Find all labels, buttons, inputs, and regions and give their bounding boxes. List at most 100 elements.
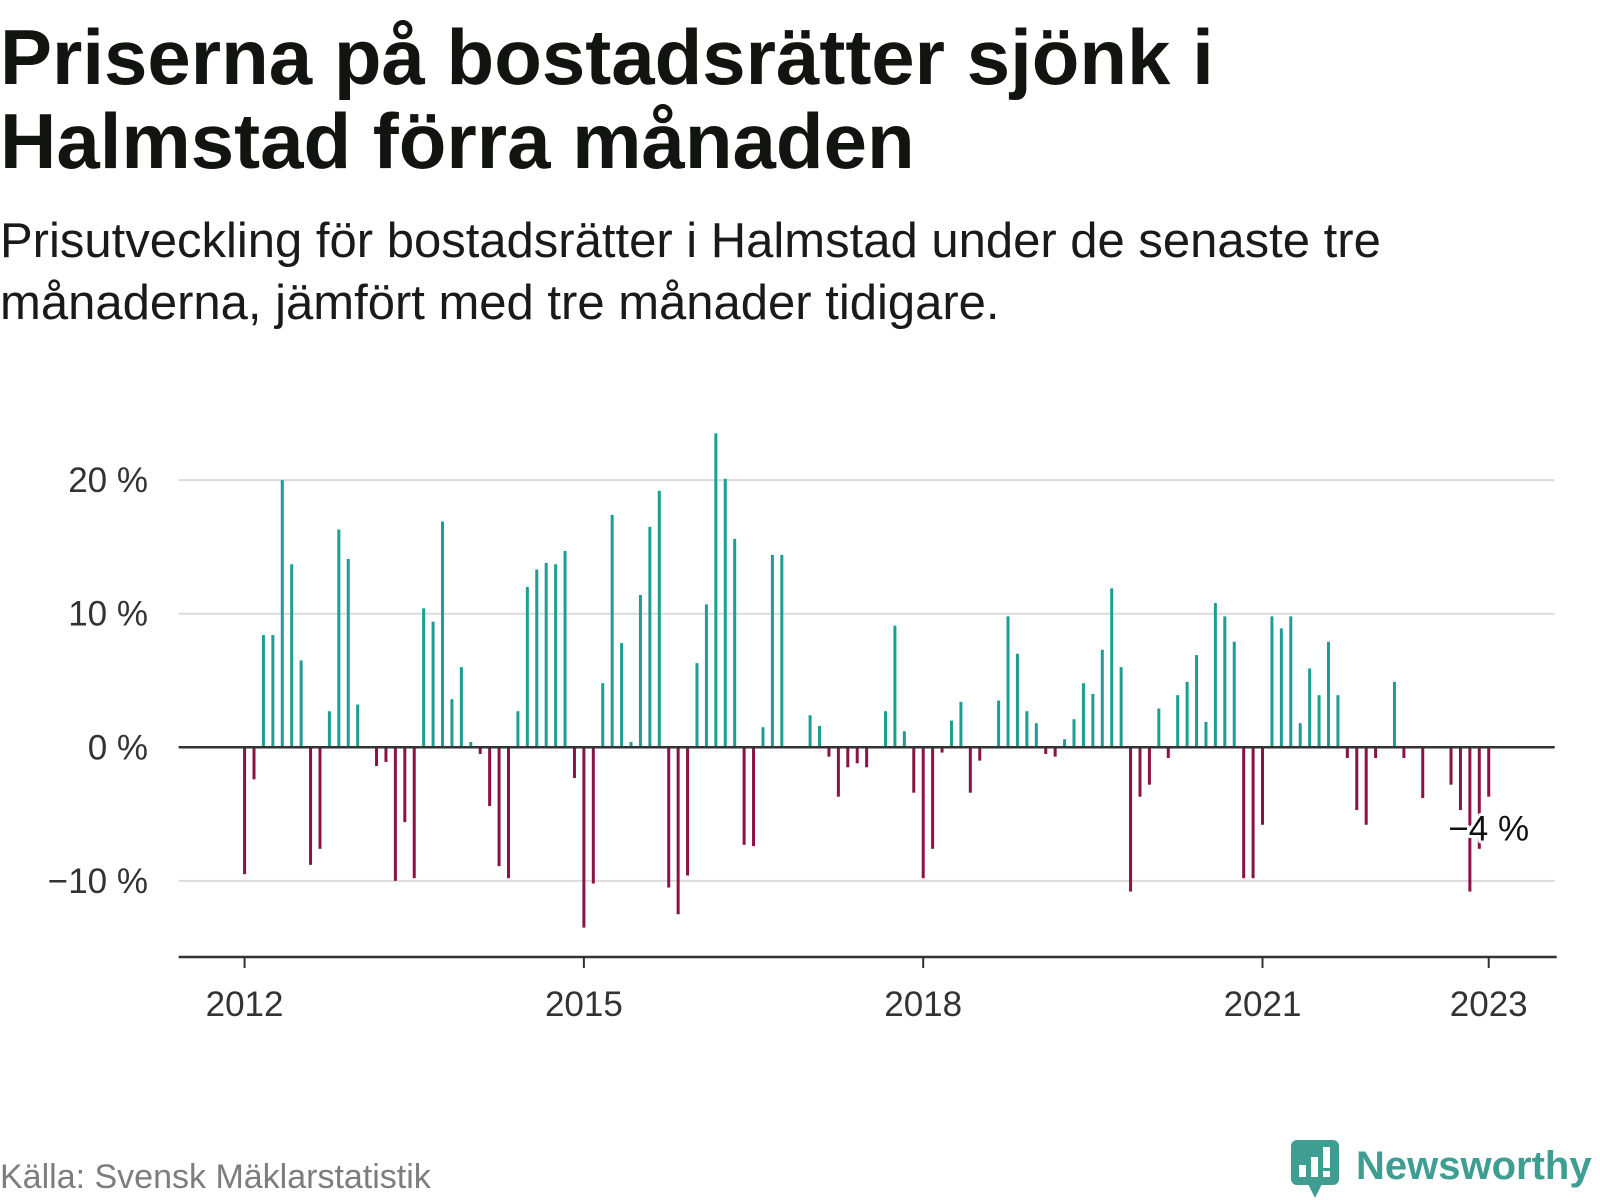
source-note: Källa: Svensk Mäklarstatistik [0,1158,431,1196]
bar [478,747,482,754]
newsworthy-logo-icon [1291,1140,1339,1198]
x-tick-label: 2021 [1224,985,1302,1024]
bar [1166,747,1170,758]
bar [1487,747,1491,797]
bar [676,747,680,915]
bar [271,635,275,748]
bar [591,747,595,884]
bar [620,643,624,748]
last-value-label: −4 % [1448,810,1529,849]
bar [1355,747,1359,811]
bar [375,747,379,766]
bar [563,550,567,748]
bar [393,747,397,881]
bar [525,586,529,748]
bars [243,433,1491,928]
bar [1251,747,1255,879]
bar [638,594,642,748]
bar [752,747,756,847]
bar [261,635,265,748]
bar [1063,739,1067,748]
newsworthy-logo: Newsworthy [1291,1140,1593,1199]
bar [469,741,473,748]
bar [1213,603,1217,748]
bar [1119,667,1123,748]
axes [178,746,1557,968]
bar [667,747,671,888]
bar [780,554,784,748]
bar [1261,747,1265,825]
bar [1468,747,1472,892]
bar [1242,747,1246,879]
bar [554,564,558,748]
bar [346,558,350,748]
bar [893,625,897,748]
bar [931,747,935,849]
chart-subtitle: Prisutveckling för bostadsrätter i Halms… [0,214,1381,330]
bar [1298,723,1302,748]
bar [1279,628,1283,748]
bar [506,747,510,879]
logo-bar-tall [1323,1147,1330,1168]
bar [1157,708,1161,748]
bar [488,747,492,807]
bar [572,747,576,778]
bar [808,715,812,748]
bar [450,699,454,748]
price-change-bar-chart: 20 % 10 % 0 % −10 % 2012 2015 2018 2021 2023 −4 … [48,433,1557,1024]
x-tick-label: 2023 [1450,985,1528,1024]
chart-title: Priserna på bostadsrätter sjönk i Halmst… [0,13,1214,185]
bar [1289,616,1293,748]
bar [997,700,1001,748]
bar [940,747,944,753]
bar [1015,653,1019,748]
bar [1270,616,1274,748]
bar [836,747,840,797]
bar [912,747,916,793]
bar [1147,747,1151,785]
bar [544,562,548,748]
bar [818,725,822,748]
bar [1449,747,1453,785]
bar [884,711,888,748]
bar [1458,747,1462,811]
bar [1374,747,1378,758]
bar [610,514,614,748]
bar [1025,711,1029,748]
bar [1326,641,1330,748]
bar [1336,695,1340,748]
bar [959,701,963,748]
bar [441,521,445,748]
bar [1176,695,1180,748]
bar [1421,747,1425,799]
x-tick-label: 2012 [206,985,284,1024]
logo-bar-medium [1311,1157,1318,1177]
bar [704,604,708,748]
bar [1345,747,1349,758]
bar [1204,721,1208,748]
bar [761,727,765,748]
bar [657,490,661,748]
annotations: −4 % [1445,807,1532,852]
bar [629,741,633,748]
y-tick-label: 0 % [88,728,148,767]
logo-bar-dot [1323,1171,1330,1177]
logo-bubble-tail [1308,1184,1322,1198]
bar [1081,683,1085,748]
bar [1477,747,1481,849]
bar [1091,693,1095,748]
bar [356,704,360,748]
bar [723,478,727,748]
bar [902,731,906,748]
bar [686,747,690,876]
bar [1053,747,1057,757]
bar [1185,681,1189,748]
bar [459,667,463,748]
bar [1100,649,1104,748]
bar [827,747,831,757]
bar [243,747,247,875]
bar [949,720,953,748]
bar [299,660,303,748]
bar [403,747,407,823]
logo-bar-small [1299,1165,1306,1177]
